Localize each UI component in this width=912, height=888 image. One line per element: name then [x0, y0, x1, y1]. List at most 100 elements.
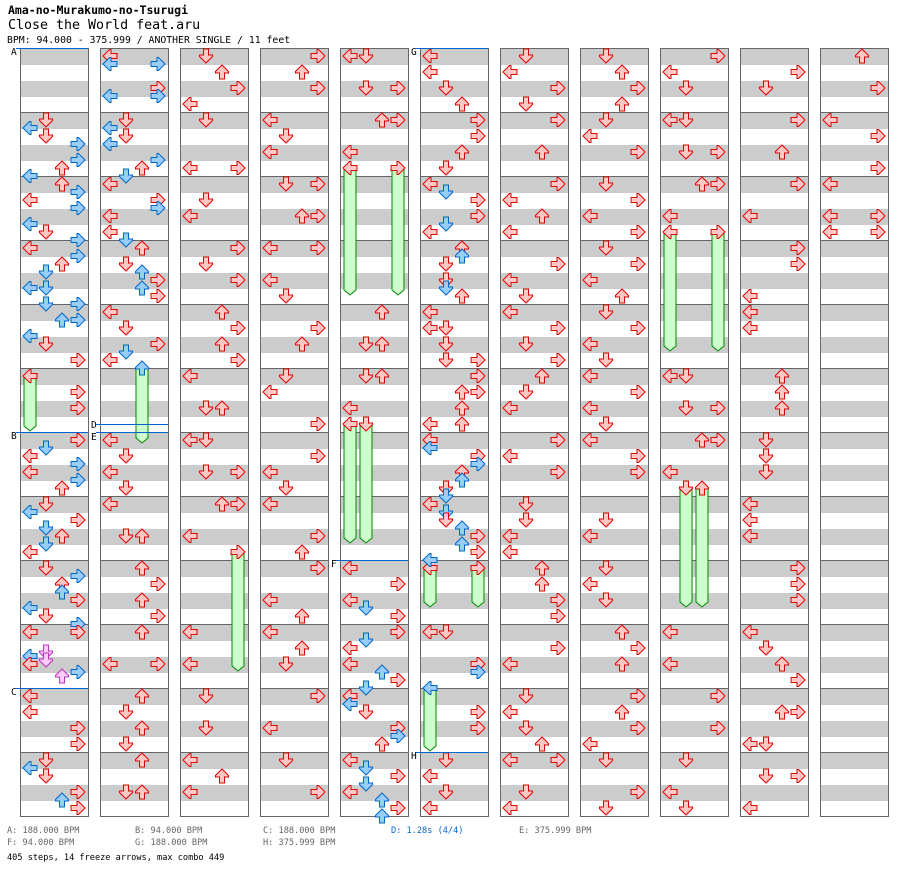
- arrow-up-icon: [615, 288, 629, 304]
- arrow-down-icon: [359, 680, 373, 696]
- arrow-left-icon: [742, 305, 758, 319]
- chart-column: [340, 48, 409, 824]
- arrow-left-icon: [422, 65, 438, 79]
- arrow-down-icon: [759, 432, 773, 448]
- arrow-up-icon: [615, 656, 629, 672]
- measure-line: [261, 560, 328, 561]
- arrow-down-icon: [39, 128, 53, 144]
- arrow-down-icon: [39, 608, 53, 624]
- freeze-arrow-body: [423, 687, 437, 752]
- arrow-left-icon: [422, 553, 438, 567]
- arrow-down-icon: [279, 480, 293, 496]
- arrow-up-icon: [295, 608, 309, 624]
- arrow-left-icon: [342, 401, 358, 415]
- arrow-down-icon: [439, 336, 453, 352]
- arrow-right-icon: [310, 321, 326, 335]
- arrow-right-icon: [150, 273, 166, 287]
- arrow-up-icon: [535, 736, 549, 752]
- arrow-right-icon: [470, 385, 486, 399]
- measure-line: [101, 304, 168, 305]
- arrow-left-icon: [742, 513, 758, 527]
- arrow-down-icon: [599, 416, 613, 432]
- arrow-left-icon: [182, 625, 198, 639]
- arrow-down-icon: [439, 256, 453, 272]
- arrow-left-icon: [102, 137, 118, 151]
- arrow-down-icon: [599, 560, 613, 576]
- section-marker-line: [16, 48, 88, 49]
- arrow-right-icon: [470, 529, 486, 543]
- measure-line: [661, 112, 728, 113]
- legend-item: H: 375.999 BPM: [263, 838, 336, 848]
- measure-line: [181, 368, 248, 369]
- arrow-left-icon: [502, 449, 518, 463]
- measure-line: [421, 368, 488, 369]
- arrow-right-icon: [470, 353, 486, 367]
- measure-line: [661, 176, 728, 177]
- arrow-up-icon: [55, 480, 69, 496]
- arrow-right-icon: [150, 577, 166, 591]
- arrow-right-icon: [550, 353, 566, 367]
- measure-line: [821, 496, 888, 497]
- arrow-up-icon: [455, 144, 469, 160]
- measure-line: [741, 752, 808, 753]
- arrow-down-icon: [439, 184, 453, 200]
- measure-line: [501, 496, 568, 497]
- measure-line: [101, 688, 168, 689]
- arrow-left-icon: [102, 177, 118, 191]
- arrow-right-icon: [390, 113, 406, 127]
- arrow-down-icon: [439, 320, 453, 336]
- arrow-right-icon: [230, 321, 246, 335]
- arrow-down-icon: [599, 352, 613, 368]
- chart-column: [180, 48, 249, 817]
- chart-column: [260, 48, 329, 817]
- measure-line: [101, 368, 168, 369]
- arrow-right-icon: [470, 129, 486, 143]
- arrow-down-icon: [439, 80, 453, 96]
- arrow-left-icon: [422, 305, 438, 319]
- arrow-down-icon: [39, 496, 53, 512]
- arrow-down-icon: [679, 480, 693, 496]
- arrow-up-icon: [375, 368, 389, 384]
- arrow-right-icon: [710, 433, 726, 447]
- legend-item: B: 94.000 BPM: [135, 826, 203, 836]
- arrow-right-icon: [630, 689, 646, 703]
- measure-line: [581, 688, 648, 689]
- arrow-up-icon: [55, 312, 69, 328]
- measure-line: [501, 368, 568, 369]
- arrow-up-icon: [55, 668, 69, 684]
- legend-item: E: 375.999 BPM: [519, 826, 592, 836]
- arrow-up-icon: [295, 640, 309, 656]
- section-marker-label: E: [91, 432, 97, 443]
- arrow-right-icon: [550, 113, 566, 127]
- arrow-down-icon: [679, 368, 693, 384]
- arrow-right-icon: [710, 177, 726, 191]
- arrow-down-icon: [199, 464, 213, 480]
- measure-line: [421, 432, 488, 433]
- arrow-down-icon: [39, 336, 53, 352]
- arrow-right-icon: [870, 161, 886, 175]
- arrow-right-icon: [470, 705, 486, 719]
- arrow-up-icon: [455, 384, 469, 400]
- measure-line: [101, 240, 168, 241]
- arrow-right-icon: [390, 625, 406, 639]
- section-marker-line: [336, 560, 408, 561]
- arrow-down-icon: [359, 776, 373, 792]
- arrow-left-icon: [582, 577, 598, 591]
- arrow-left-icon: [342, 145, 358, 159]
- arrow-left-icon: [662, 113, 678, 127]
- arrow-left-icon: [22, 465, 38, 479]
- arrow-up-icon: [55, 160, 69, 176]
- measure-line: [21, 624, 88, 625]
- arrow-down-icon: [199, 112, 213, 128]
- measure-line: [101, 176, 168, 177]
- arrow-down-icon: [359, 760, 373, 776]
- measure-line: [581, 624, 648, 625]
- arrow-up-icon: [695, 432, 709, 448]
- column-notes: [822, 48, 886, 239]
- arrow-right-icon: [870, 209, 886, 223]
- freeze-arrow-body: [695, 487, 709, 608]
- arrow-down-icon: [119, 704, 133, 720]
- column-notes: [742, 65, 806, 815]
- arrow-down-icon: [519, 384, 533, 400]
- legend-item: C: 188.000 BPM: [263, 826, 336, 836]
